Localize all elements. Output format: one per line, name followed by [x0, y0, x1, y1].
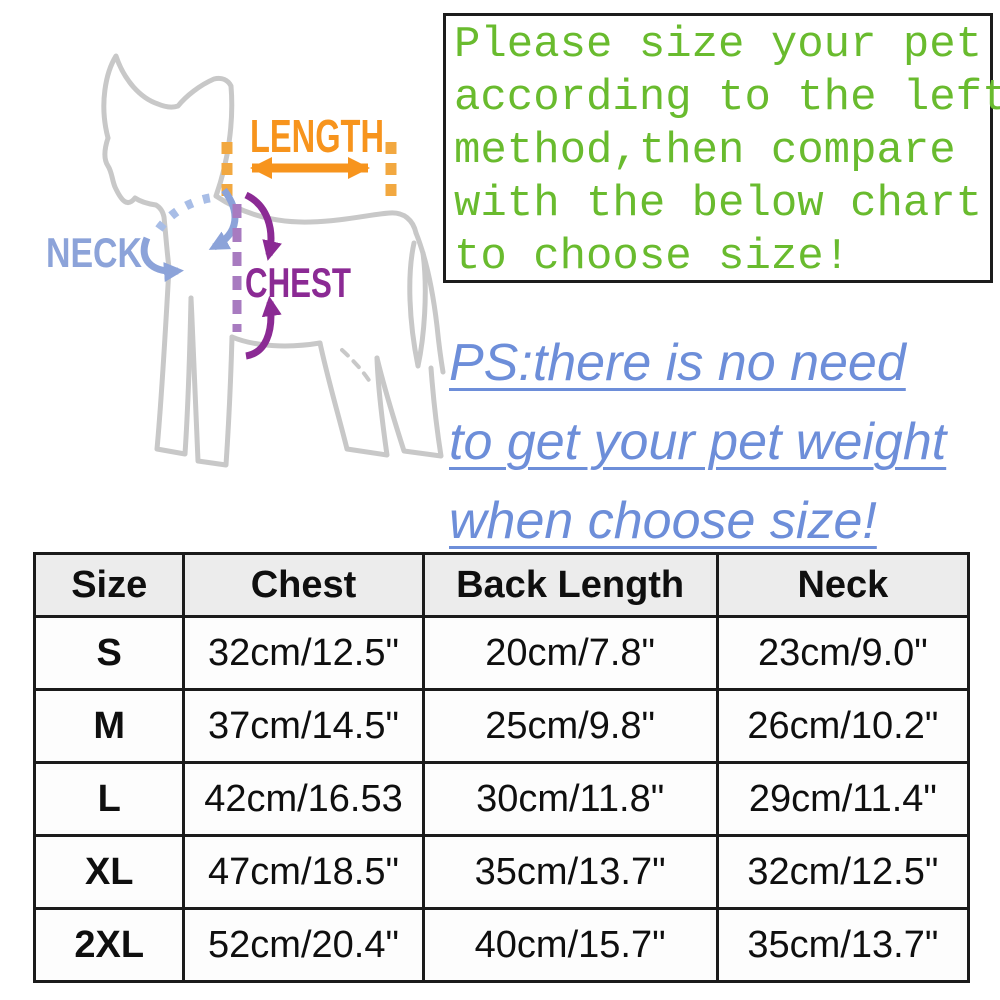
weight-note: PS:there is no need to get your pet weig… — [449, 324, 994, 561]
table-header-row: Size Chest Back Length Neck — [32, 552, 971, 618]
instruction-line: according to the left — [454, 73, 1000, 123]
instruction-line: with the below chart — [454, 179, 983, 229]
neck-annotation: NECK — [46, 187, 239, 282]
sizing-instructions-box: Please size your pet according to the le… — [443, 13, 1000, 283]
cell-size: L — [32, 761, 186, 837]
cell-back-length: 40cm/15.7" — [421, 907, 719, 983]
chest-arrow-bottom-icon — [245, 296, 282, 360]
cell-size: M — [32, 688, 186, 764]
cell-chest: 37cm/14.5" — [182, 688, 425, 764]
dog-measurement-diagram: LENGTH NECK CHEST — [46, 53, 446, 468]
cell-size: 2XL — [32, 907, 186, 983]
cell-neck: 23cm/9.0" — [715, 615, 971, 691]
cell-neck: 29cm/11.4" — [715, 761, 971, 837]
length-annotation: LENGTH — [221, 110, 397, 196]
cell-neck: 35cm/13.7" — [715, 907, 971, 983]
dog-outline — [101, 53, 446, 468]
length-label: LENGTH — [250, 110, 384, 162]
chest-annotation: CHEST — [232, 191, 351, 360]
table-row: M 37cm/14.5" 25cm/9.8" 26cm/10.2" — [32, 688, 971, 764]
note-line: PS:there is no need — [449, 334, 906, 392]
header-back-length: Back Length — [421, 552, 719, 618]
table-row: XL 47cm/18.5" 35cm/13.7" 32cm/12.5" — [32, 834, 971, 910]
chest-arrow-top-icon — [244, 191, 282, 261]
cell-neck: 32cm/12.5" — [715, 834, 971, 910]
header-neck: Neck — [715, 552, 971, 618]
cell-back-length: 30cm/11.8" — [421, 761, 719, 837]
instruction-line: Please size your pet — [454, 20, 983, 70]
instruction-line: method,then compare — [454, 126, 956, 176]
table-row: L 42cm/16.53 30cm/11.8" 29cm/11.4" — [32, 761, 971, 837]
note-line: when choose size! — [449, 492, 877, 550]
neck-arrow-right-icon — [140, 236, 184, 282]
cell-back-length: 35cm/13.7" — [421, 834, 719, 910]
cell-chest: 52cm/20.4" — [182, 907, 425, 983]
size-chart-table: Size Chest Back Length Neck S 32cm/12.5"… — [32, 552, 971, 983]
chest-label: CHEST — [245, 259, 351, 306]
cell-size: S — [32, 615, 186, 691]
neck-dotted-arc-icon — [155, 192, 217, 232]
header-size: Size — [32, 552, 186, 618]
cell-chest: 47cm/18.5" — [182, 834, 425, 910]
cell-chest: 32cm/12.5" — [182, 615, 425, 691]
header-chest: Chest — [182, 552, 425, 618]
neck-arrow-down-icon — [208, 187, 239, 251]
cell-chest: 42cm/16.53 — [182, 761, 425, 837]
note-line: to get your pet weight — [449, 413, 947, 471]
cell-back-length: 25cm/9.8" — [421, 688, 719, 764]
cell-size: XL — [32, 834, 186, 910]
table-row: 2XL 52cm/20.4" 40cm/15.7" 35cm/13.7" — [32, 907, 971, 983]
table-row: S 32cm/12.5" 20cm/7.8" 23cm/9.0" — [32, 615, 971, 691]
instruction-line: to choose size! — [454, 232, 851, 282]
cell-back-length: 20cm/7.8" — [421, 615, 719, 691]
cell-neck: 26cm/10.2" — [715, 688, 971, 764]
neck-label: NECK — [46, 229, 142, 276]
